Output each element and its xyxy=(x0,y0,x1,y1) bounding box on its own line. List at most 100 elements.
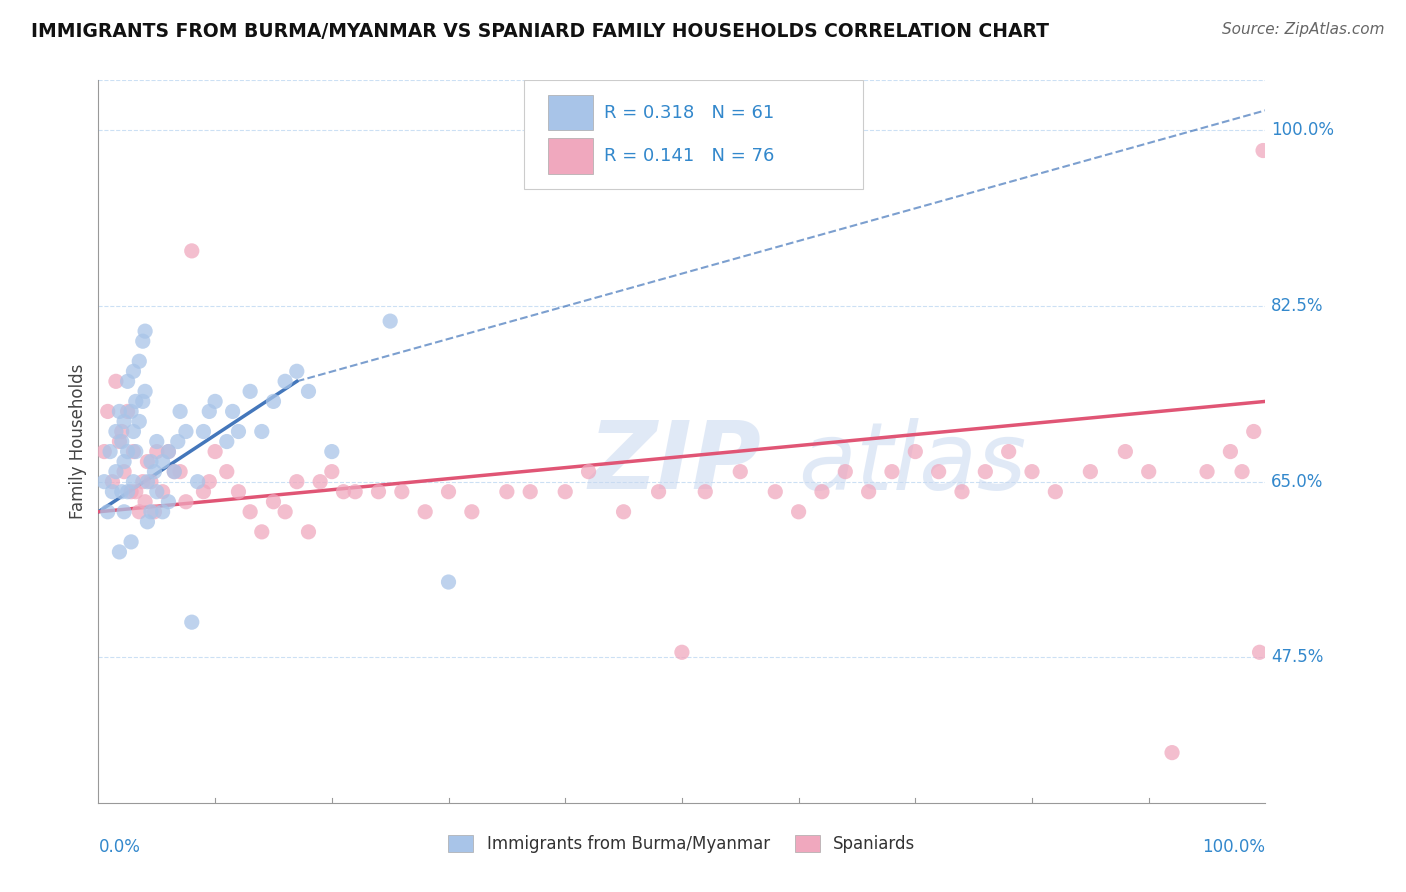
Text: ZIP: ZIP xyxy=(589,417,762,509)
Point xyxy=(554,484,576,499)
Point xyxy=(198,475,221,489)
Point xyxy=(332,484,354,499)
Point xyxy=(1243,425,1265,439)
Point xyxy=(97,505,120,519)
Point xyxy=(139,475,162,489)
Point xyxy=(204,444,226,458)
FancyBboxPatch shape xyxy=(524,80,863,189)
Point xyxy=(157,494,180,508)
Point xyxy=(1195,465,1218,479)
Point xyxy=(166,434,188,449)
Point xyxy=(125,484,148,499)
Point xyxy=(112,465,135,479)
Point xyxy=(1230,465,1253,479)
Text: IMMIGRANTS FROM BURMA/MYANMAR VS SPANIARD FAMILY HOUSEHOLDS CORRELATION CHART: IMMIGRANTS FROM BURMA/MYANMAR VS SPANIAR… xyxy=(31,22,1049,41)
Legend: Immigrants from Burma/Myanmar, Spaniards: Immigrants from Burma/Myanmar, Spaniards xyxy=(441,828,922,860)
Point xyxy=(1219,444,1241,458)
Point xyxy=(262,394,284,409)
Point xyxy=(997,444,1019,458)
Point xyxy=(134,324,156,338)
Point xyxy=(101,475,124,489)
Point xyxy=(413,505,436,519)
Point xyxy=(104,374,127,388)
Point xyxy=(180,615,202,630)
Point xyxy=(112,505,135,519)
Point xyxy=(108,404,131,418)
Point xyxy=(157,444,180,458)
Point xyxy=(93,444,115,458)
Point xyxy=(146,444,169,458)
Point xyxy=(169,465,191,479)
Point xyxy=(128,505,150,519)
Point xyxy=(117,444,139,458)
Point xyxy=(274,505,297,519)
Point xyxy=(108,434,131,449)
Point xyxy=(180,244,202,258)
Point xyxy=(519,484,541,499)
Point xyxy=(111,425,134,439)
Point xyxy=(811,484,834,499)
Point xyxy=(111,484,134,499)
Point xyxy=(125,444,148,458)
Point xyxy=(101,484,124,499)
Text: 100.0%: 100.0% xyxy=(1202,838,1265,856)
Point xyxy=(152,505,174,519)
Point xyxy=(157,444,180,458)
Point xyxy=(112,454,135,468)
Point xyxy=(834,465,856,479)
Text: 82.5%: 82.5% xyxy=(1271,297,1323,315)
Point xyxy=(122,444,145,458)
Point xyxy=(437,484,460,499)
Point xyxy=(262,494,284,508)
Point xyxy=(136,515,159,529)
Point xyxy=(285,364,308,378)
Point xyxy=(974,465,997,479)
Point xyxy=(904,444,927,458)
Point xyxy=(187,475,209,489)
Point xyxy=(321,465,343,479)
Point xyxy=(763,484,786,499)
Point xyxy=(950,484,973,499)
Point xyxy=(120,534,142,549)
Point xyxy=(228,484,250,499)
Point xyxy=(117,404,139,418)
Point xyxy=(858,484,880,499)
Point xyxy=(344,484,367,499)
Point xyxy=(128,354,150,368)
Point xyxy=(250,425,273,439)
Y-axis label: Family Households: Family Households xyxy=(69,364,87,519)
Point xyxy=(143,465,166,479)
Point xyxy=(671,645,693,659)
Point xyxy=(1080,465,1102,479)
Point xyxy=(1161,746,1184,760)
Point xyxy=(122,425,145,439)
Point xyxy=(228,425,250,439)
Point xyxy=(367,484,389,499)
Point xyxy=(108,545,131,559)
Point xyxy=(136,454,159,468)
Point xyxy=(152,454,174,468)
Point xyxy=(297,384,319,399)
Point xyxy=(152,484,174,499)
Point xyxy=(297,524,319,539)
Point xyxy=(132,394,155,409)
Point xyxy=(1045,484,1067,499)
Point xyxy=(163,465,186,479)
FancyBboxPatch shape xyxy=(548,138,593,174)
Point xyxy=(132,334,155,348)
Point xyxy=(437,574,460,589)
Point xyxy=(132,475,155,489)
Text: Source: ZipAtlas.com: Source: ZipAtlas.com xyxy=(1222,22,1385,37)
Point xyxy=(98,444,121,458)
Point xyxy=(215,434,238,449)
Point xyxy=(1251,144,1274,158)
Point xyxy=(250,524,273,539)
Point xyxy=(613,505,636,519)
Point xyxy=(120,404,142,418)
Point xyxy=(380,314,402,328)
Text: atlas: atlas xyxy=(799,417,1026,508)
Point xyxy=(578,465,600,479)
Point xyxy=(163,465,186,479)
Point xyxy=(1249,645,1271,659)
Point xyxy=(1114,444,1136,458)
